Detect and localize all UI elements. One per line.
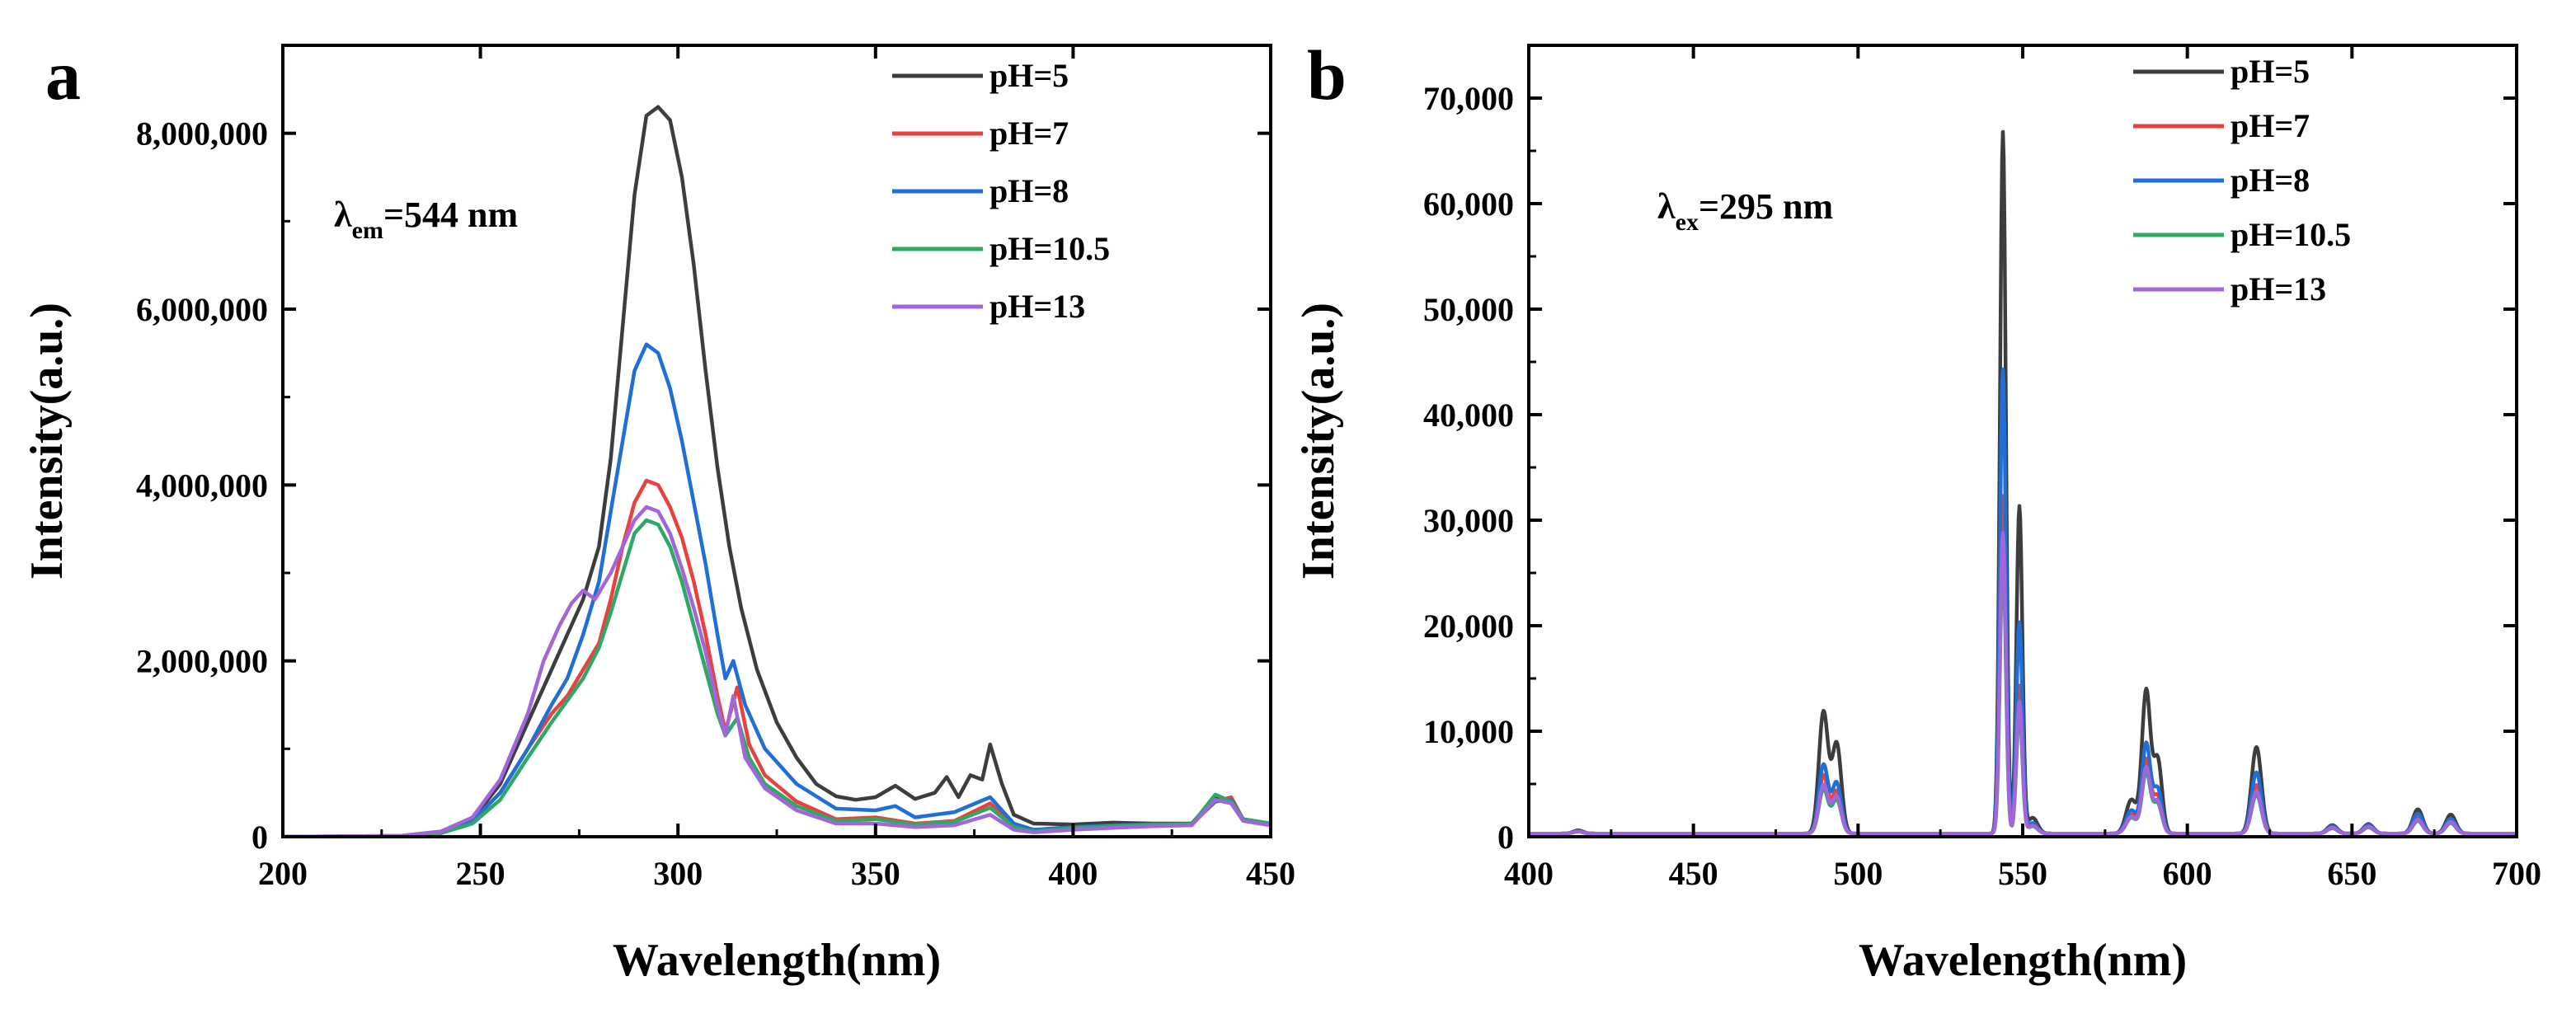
series-line-pH=8 — [283, 342, 1271, 837]
x-tick-label: 300 — [653, 855, 703, 892]
x-axis-title: Wavelength(nm) — [613, 935, 941, 986]
x-tick-label: 650 — [2327, 855, 2376, 892]
legend: pH=5 pH=7 pH=8 pH=10.5 pH=13 — [892, 57, 1110, 325]
legend-label: pH=7 — [990, 115, 1069, 152]
y-tick-label: 6,000,000 — [136, 291, 268, 328]
x-tick-label: 350 — [851, 855, 900, 892]
y-tick-label: 30,000 — [1423, 502, 1514, 539]
x-tick-label: 450 — [1246, 855, 1295, 892]
y-axis-title: Intensity(a.u.) — [21, 303, 73, 580]
y-tick-label: 8,000,000 — [136, 115, 268, 153]
x-tick-label: 450 — [1669, 855, 1718, 892]
annotation: λex=295 nm — [1657, 186, 1833, 236]
x-axis-title: Wavelength(nm) — [1859, 935, 2187, 986]
y-tick-label: 2,000,000 — [136, 643, 268, 680]
y-tick-label: 0 — [251, 819, 268, 856]
x-tick-label: 700 — [2492, 855, 2541, 892]
legend-label: pH=13 — [990, 288, 1085, 325]
annotation: λem=544 nm — [334, 195, 518, 244]
x-tick-label: 600 — [2163, 855, 2212, 892]
x-tick-label: 400 — [1048, 855, 1098, 892]
legend-label: pH=8 — [990, 172, 1069, 209]
y-tick-label: 10,000 — [1423, 713, 1514, 750]
y-tick-label: 40,000 — [1423, 397, 1514, 434]
annotation-lambda: λ — [334, 195, 352, 235]
panel-b: 400 450 500 550 600 650 700 0 10,000 20,000 30,000… — [1293, 35, 2541, 986]
x-tick-label: 500 — [1833, 855, 1883, 892]
series-lines — [283, 105, 1271, 837]
y-tick-label: 70,000 — [1423, 80, 1514, 117]
legend-label: pH=7 — [2230, 107, 2310, 144]
legend-label: pH=10.5 — [2230, 216, 2351, 253]
annotation-lambda: λ — [1657, 186, 1676, 227]
annotation-sub: ex — [1676, 209, 1699, 236]
y-tick-label: 60,000 — [1423, 185, 1514, 223]
series-line-pH=5 — [283, 105, 1271, 837]
series-line-pH=13 — [283, 505, 1271, 837]
y-tick-label: 50,000 — [1423, 291, 1514, 328]
panel-letter: b — [1307, 35, 1347, 115]
series-line-pH=10.5 — [283, 518, 1271, 837]
x-tick-label: 550 — [1998, 855, 2047, 892]
x-tick-label: 250 — [456, 855, 505, 892]
series-line-pH=7 — [283, 478, 1271, 837]
legend-label: pH=8 — [2230, 162, 2310, 199]
legend-label: pH=5 — [2230, 53, 2310, 90]
annotation-value: =295 nm — [1699, 186, 1833, 227]
y-tick-label: 4,000,000 — [136, 467, 268, 504]
legend-label: pH=13 — [2230, 270, 2326, 307]
y-tick-label: 0 — [1497, 819, 1514, 856]
y-tick-label: 20,000 — [1423, 608, 1514, 645]
legend-label: pH=10.5 — [990, 230, 1110, 267]
y-axis-title: Intensity(a.u.) — [1293, 303, 1344, 580]
panel-letter: a — [45, 35, 81, 115]
annotation-value: =544 nm — [383, 195, 518, 235]
annotation-sub: em — [352, 217, 383, 244]
x-tick-label: 200 — [258, 855, 308, 892]
x-tick-label: 400 — [1504, 855, 1554, 892]
legend: pH=5 pH=7 pH=8 pH=10.5 pH=13 — [2133, 53, 2351, 307]
legend-label: pH=5 — [990, 57, 1069, 94]
panel-a: 200 250 300 350 400 450 0 2,000,000 4,000,000 6,0… — [21, 35, 1295, 986]
series-lines — [1529, 129, 2517, 836]
